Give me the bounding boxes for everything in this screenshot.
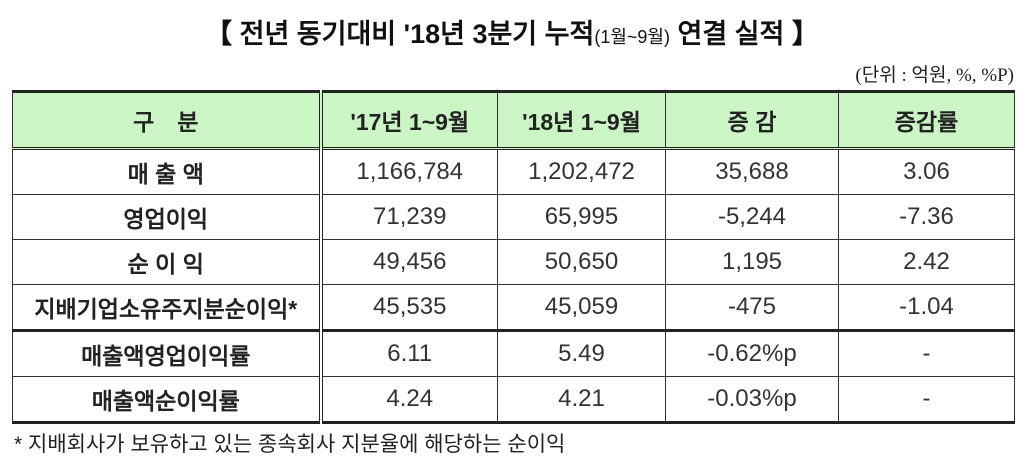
table-cell: 1,195 <box>665 239 839 285</box>
header-cell: '17년 1~9월 <box>320 90 498 150</box>
table-cell: 45,059 <box>497 284 666 332</box>
table-row: 매출액순이익률 4.24 4.21 -0.03%p - <box>12 376 1015 424</box>
row-label: 순 이 익 <box>12 239 323 285</box>
results-table: 구 분 '17년 1~9월 '18년 1~9월 증 감 증감률 매 출 액 1,1… <box>12 90 1015 424</box>
row-label: 매출액영업이익률 <box>12 330 323 377</box>
title-period: (1월~9월) <box>594 27 670 47</box>
page-title: 【 전년 동기대비 '18년 3분기 누적(1월~9월) 연결 실적 】 <box>0 12 1024 51</box>
table-row: 매출액영업이익률 6.11 5.49 -0.62%p - <box>12 330 1015 377</box>
table-cell: 50,650 <box>497 239 666 285</box>
table-cell: -5,244 <box>665 194 839 240</box>
table-cell: 45,535 <box>320 284 498 332</box>
table-cell: 6.11 <box>320 330 498 377</box>
row-label: 지배기업소유주지분순이익* <box>12 284 323 332</box>
row-label: 매 출 액 <box>12 148 323 195</box>
title-tail: 연결 실적 】 <box>677 19 819 49</box>
footnote: * 지배회사가 보유하고 있는 종속회사 지분율에 해당하는 순이익 <box>14 433 566 456</box>
title-main: 【 전년 동기대비 '18년 3분기 누적 <box>205 19 595 49</box>
table-row: 매 출 액 1,166,784 1,202,472 35,688 3.06 <box>12 148 1015 195</box>
table-cell: -475 <box>665 284 839 332</box>
header-cell: 증감률 <box>838 90 1015 150</box>
header-row: 구 분 '17년 1~9월 '18년 1~9월 증 감 증감률 <box>12 90 1015 150</box>
table-cell: 71,239 <box>320 194 498 240</box>
header-cell: 구 분 <box>12 90 323 150</box>
table-cell: - <box>838 330 1015 377</box>
table-cell: 4.24 <box>320 376 498 424</box>
table-cell: -1.04 <box>838 284 1015 332</box>
table-cell: 4.21 <box>497 376 666 424</box>
table-cell: -0.03%p <box>665 376 839 424</box>
header-cell: 증 감 <box>665 90 839 150</box>
unit-label: (단위 : 억원, %, %P) <box>855 65 1014 86</box>
table-cell: 35,688 <box>665 148 839 195</box>
table-row: 지배기업소유주지분순이익* 45,535 45,059 -475 -1.04 <box>12 284 1015 332</box>
table-row: 순 이 익 49,456 50,650 1,195 2.42 <box>12 239 1015 285</box>
table-cell: - <box>838 376 1015 424</box>
row-label: 매출액순이익률 <box>12 376 323 424</box>
table-cell: 3.06 <box>838 148 1015 195</box>
table-cell: 5.49 <box>497 330 666 377</box>
table-row: 영업이익 71,239 65,995 -5,244 -7.36 <box>12 194 1015 240</box>
table-cell: 1,202,472 <box>497 148 666 195</box>
table-cell: -7.36 <box>838 194 1015 240</box>
table-cell: 65,995 <box>497 194 666 240</box>
table-cell: 2.42 <box>838 239 1015 285</box>
row-label: 영업이익 <box>12 194 323 240</box>
header-cell: '18년 1~9월 <box>497 90 666 150</box>
table-cell: 1,166,784 <box>320 148 498 195</box>
table-cell: -0.62%p <box>665 330 839 377</box>
table-cell: 49,456 <box>320 239 498 285</box>
